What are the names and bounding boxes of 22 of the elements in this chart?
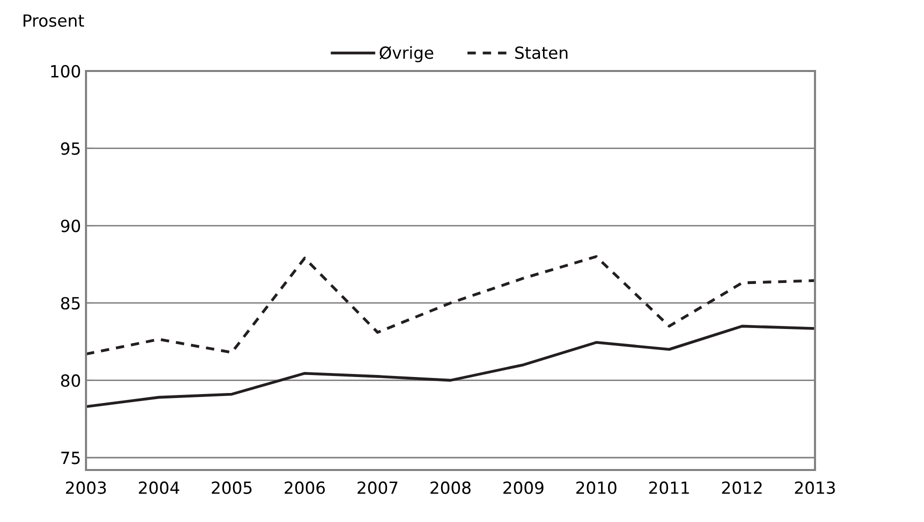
x-tick-label: 2006 <box>284 481 325 494</box>
x-tick-label: 2012 <box>722 481 762 494</box>
y-tick-label: 95 <box>60 142 80 155</box>
y-tick-label: 75 <box>61 452 80 464</box>
y-tick-label: 85 <box>61 296 80 310</box>
legend-label: Staten <box>515 46 568 60</box>
line-series <box>86 255 815 356</box>
line-series <box>86 324 815 408</box>
x-tick-label: 2013 <box>795 481 835 494</box>
x-tick-label: 2008 <box>430 481 471 494</box>
x-tick-label: 2003 <box>66 481 106 494</box>
x-tick-label: 2009 <box>503 481 544 494</box>
y-tick-label: 80 <box>61 374 80 387</box>
y-tick-label: 90 <box>60 220 80 232</box>
y-tick-label: 100 <box>51 64 80 78</box>
x-tick-label: 2010 <box>576 481 616 494</box>
x-tick-label: 2007 <box>358 481 398 494</box>
x-tick-label: 2004 <box>138 481 180 494</box>
x-tick-label: 2005 <box>212 481 252 494</box>
y-axis-title: Prosent <box>24 14 84 27</box>
x-tick-label: 2011 <box>649 481 689 494</box>
legend-label: Øvrige <box>380 46 434 62</box>
